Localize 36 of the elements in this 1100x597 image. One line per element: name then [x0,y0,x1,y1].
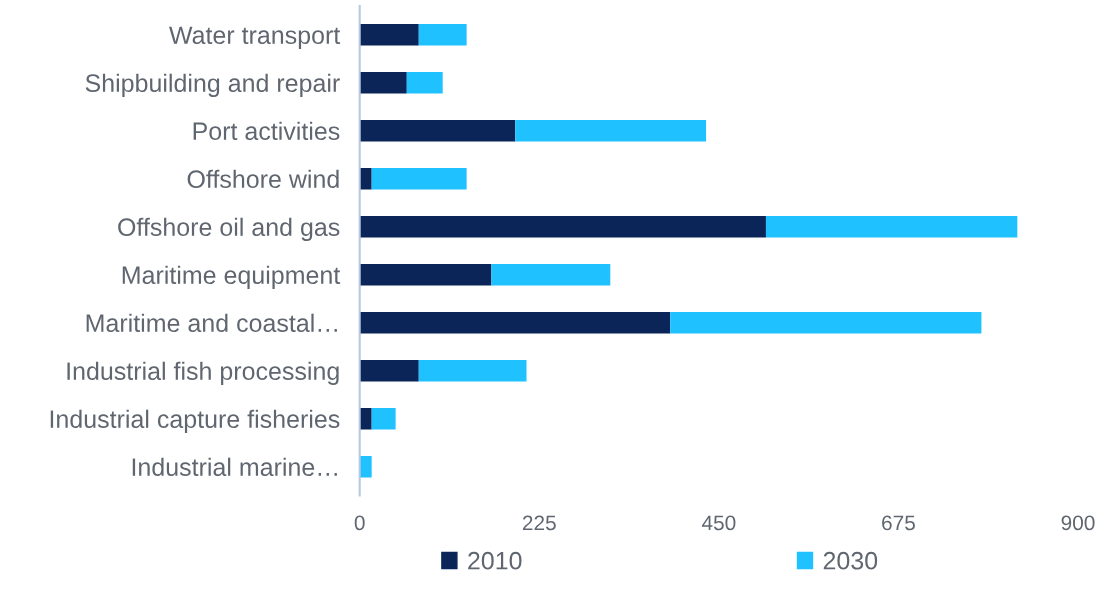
x-tick-label: 0 [354,515,365,531]
x-tick-label: 225 [522,515,556,531]
bar [406,71,443,94]
bar [359,311,671,334]
y-tick-label: Offshore wind [187,169,339,189]
bar [371,167,467,190]
y-tick-label: Industrial marine… [132,457,337,477]
y-tick-label: Maritime and coastal… [86,313,337,333]
y-tick-label: Maritime equipment [122,265,341,289]
x-tick-label: 450 [701,515,736,531]
bar [491,263,611,286]
bar [371,407,396,430]
bar [359,407,372,430]
bar [359,215,766,238]
y-tick-label: Industrial fish processing [67,361,339,385]
x-tick-label: 675 [882,515,915,531]
bar [359,455,372,478]
x-tick-label: 900 [1061,515,1095,531]
y-tick-label: Shipbuilding and repair [85,73,340,98]
bar [359,359,419,382]
legend-label: 2010 [468,551,522,570]
bar [418,359,527,382]
bar [765,215,1018,238]
bar [515,119,707,142]
bar [418,23,467,46]
legend-label: 2030 [823,551,878,570]
y-tick-label: Water transport [169,26,341,50]
y-tick-label: Offshore oil and gas [118,217,340,241]
bar [359,23,419,46]
bar [359,167,372,190]
y-tick-label: Industrial capture fisheries [50,409,340,433]
bar [359,263,492,286]
bar [359,71,407,94]
bar [359,119,516,142]
y-tick-label: Port activities [193,121,340,141]
bar [670,311,982,334]
